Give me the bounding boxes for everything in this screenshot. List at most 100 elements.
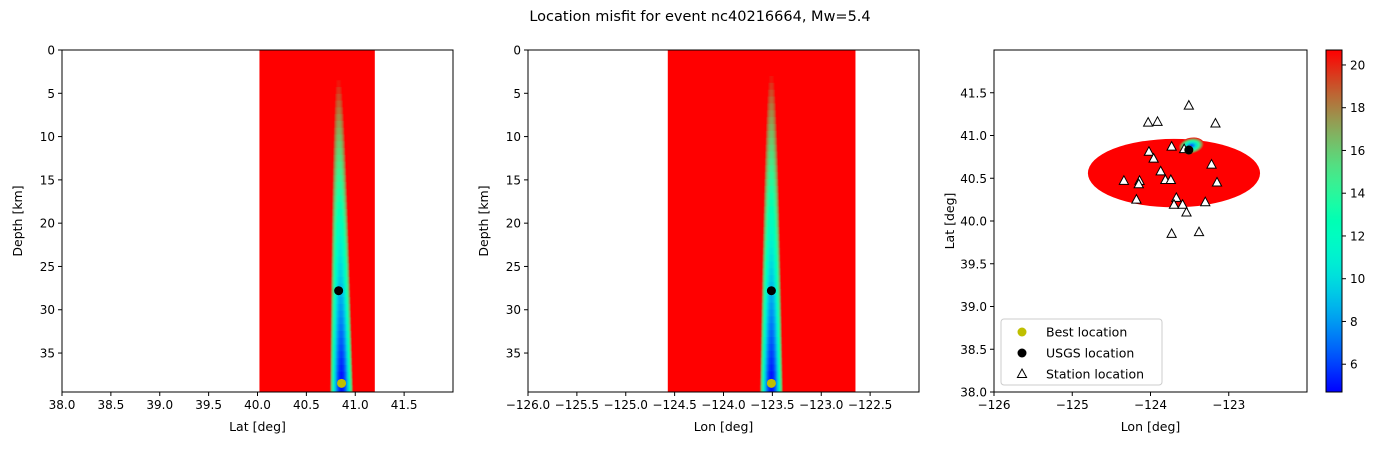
misfit-strip — [766, 103, 777, 111]
misfit-strip — [329, 344, 353, 352]
misfit-strip — [329, 385, 354, 392]
station-marker — [1199, 196, 1211, 207]
misfit-strip — [764, 165, 779, 173]
station-marker — [1133, 178, 1145, 189]
x-tick-label: 39.0 — [146, 398, 173, 412]
station-marker — [1130, 193, 1142, 204]
misfit-strip — [760, 309, 782, 318]
misfit-strip — [760, 323, 783, 331]
y-tick-label: 5 — [47, 87, 55, 101]
misfit-strip — [333, 114, 345, 122]
lon-depth-panel: −126.0 −125.5 −125.0 −124.5 −124.0 −123.5 −123… — [476, 44, 920, 434]
misfit-strip — [763, 206, 780, 214]
y-axis-label: Lat [deg] — [942, 193, 957, 250]
legend-label: Station location — [1046, 367, 1144, 382]
station-marker — [1211, 176, 1223, 187]
misfit-strip — [334, 107, 344, 115]
y-tick-label: 15 — [40, 173, 55, 187]
station-marker — [1166, 140, 1178, 151]
y-tick-label: 41.0 — [960, 129, 987, 143]
usgs-location-marker — [334, 286, 344, 296]
x-tick-label: −123 — [1212, 398, 1245, 412]
colorbar-gradient — [1325, 49, 1343, 393]
station-marker — [1166, 227, 1178, 238]
misfit-strip — [331, 188, 348, 197]
misfit-strip — [765, 117, 777, 125]
legend-box — [1000, 318, 1163, 386]
misfit-strip — [761, 302, 782, 311]
y-tick-label: 20 — [40, 217, 55, 231]
misfit-strip — [765, 137, 778, 146]
figure-title: Location misfit for event nc40216664, Mw… — [529, 9, 870, 25]
misfit-strip — [763, 199, 780, 208]
misfit-strip — [760, 343, 783, 352]
misfit-strip — [760, 337, 783, 345]
misfit-strip — [765, 130, 778, 139]
station-marker — [1177, 198, 1189, 209]
colorbar-tick-label: 16 — [1350, 144, 1365, 158]
legend-marker — [1016, 367, 1028, 378]
colorbar-tick-label: 6 — [1350, 358, 1358, 372]
misfit-strip — [767, 89, 776, 98]
colorbar-tick-label: 10 — [1350, 272, 1365, 286]
station-marker — [1206, 158, 1217, 169]
x-tick-label: −124 — [1134, 398, 1167, 412]
station-marker — [1181, 206, 1192, 217]
y-tick-label: 38.5 — [960, 343, 987, 357]
x-tick-label: −123.0 — [799, 398, 843, 412]
misfit-strip — [332, 161, 347, 169]
y-tick-label: 25 — [506, 260, 521, 274]
misfit-image — [259, 50, 375, 392]
misfit-strip — [764, 151, 779, 160]
axes-frame — [61, 49, 454, 393]
misfit-strip — [760, 350, 783, 359]
colorbar-tick-label: 20 — [1350, 58, 1365, 72]
x-axis-label: Lat [deg] — [229, 419, 286, 434]
misfit-strip — [761, 275, 782, 283]
colorbar-tick-label: 8 — [1350, 315, 1358, 329]
y-tick-label: 30 — [506, 303, 521, 317]
misfit-strip — [332, 168, 347, 176]
misfit-strip — [330, 317, 352, 325]
y-tick-label: 0 — [47, 44, 55, 58]
misfit-strip — [764, 158, 779, 166]
misfit-strip — [760, 316, 783, 324]
misfit-strip — [331, 209, 349, 217]
colorbar-tick-label: 14 — [1350, 187, 1365, 201]
misfit-strip — [764, 172, 779, 180]
misfit-strip — [759, 371, 784, 379]
y-tick-label: 15 — [506, 173, 521, 187]
misfit-strip — [331, 229, 349, 237]
misfit-strip — [330, 310, 352, 319]
station-marker — [1210, 117, 1221, 128]
misfit-region — [1087, 138, 1261, 208]
misfit-strip — [333, 141, 346, 149]
y-tick-label: 41.5 — [960, 86, 987, 100]
y-tick-label: 20 — [506, 217, 521, 231]
misfit-strip — [763, 192, 780, 201]
y-tick-label: 38.0 — [960, 386, 987, 400]
x-tick-label: −126.0 — [506, 398, 550, 412]
colorbar-tick-label: 18 — [1350, 101, 1365, 115]
misfit-strip — [763, 185, 780, 194]
misfit-strip — [761, 261, 781, 269]
x-tick-label: −125.5 — [555, 398, 599, 412]
x-tick-label: 39.5 — [195, 398, 222, 412]
x-tick-label: 40.5 — [293, 398, 320, 412]
legend: Best location USGS location Station locati… — [1000, 318, 1163, 386]
x-tick-label: −125.0 — [604, 398, 648, 412]
y-tick-label: 39.0 — [960, 300, 987, 314]
misfit-strip — [766, 96, 776, 105]
misfit-strip — [762, 240, 781, 249]
y-tick-label: 10 — [40, 130, 55, 144]
station-marker — [1142, 116, 1154, 127]
misfit-strip — [331, 249, 350, 258]
usgs-location-marker — [1184, 145, 1194, 155]
misfit-strip — [331, 215, 349, 224]
misfit-strip — [760, 330, 783, 338]
y-tick-label: 39.5 — [960, 257, 987, 271]
misfit-strip — [762, 247, 781, 256]
misfit-strip — [331, 242, 350, 251]
misfit-strip — [329, 351, 353, 359]
misfit-strip — [331, 202, 348, 210]
